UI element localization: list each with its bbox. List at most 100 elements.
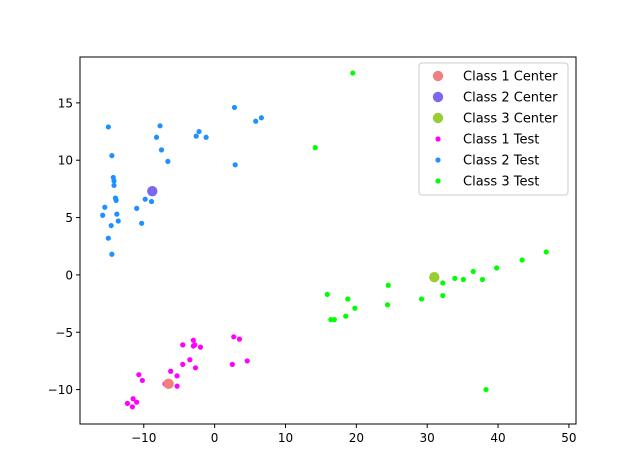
class-2-test-point-27 <box>258 115 264 121</box>
class-1-test-point-3 <box>192 342 198 348</box>
legend-label: Class 1 Test <box>463 133 539 148</box>
class-1-test-point-21 <box>229 361 235 367</box>
class-3-test-point-16 <box>352 305 358 311</box>
x-tick-label: 30 <box>420 431 435 445</box>
centers-layer <box>147 185 440 390</box>
legend-marker <box>435 136 441 142</box>
class-3-test-point-5 <box>470 268 476 275</box>
class-1-test-point-16 <box>129 404 136 410</box>
class-2-test-point-21 <box>165 158 171 164</box>
class-3-test-point-0 <box>350 70 356 76</box>
class-2-test-point-28 <box>232 162 238 168</box>
class-1-test-point-4 <box>180 342 186 348</box>
class-1-center-point <box>163 378 174 390</box>
legend-label: Class 3 Center <box>463 112 558 127</box>
class-3-center-point <box>429 272 440 283</box>
x-tick-label: 0 <box>211 431 219 445</box>
legend-label: Class 2 Center <box>463 91 558 106</box>
class-2-test-point-4 <box>111 182 117 189</box>
x-tick-label: 10 <box>278 431 293 445</box>
plot-frame <box>79 56 577 425</box>
points-layer <box>100 70 549 410</box>
class-2-test-point-16 <box>148 198 155 205</box>
legend-box <box>418 62 569 196</box>
class-2-test-point-26 <box>253 118 259 124</box>
class-1-test-point-14 <box>130 396 136 402</box>
legend-marker <box>432 91 444 103</box>
class-2-test-point-13 <box>109 251 115 257</box>
class-3-test-point-17 <box>343 313 349 319</box>
class-2-test-point-11 <box>108 222 114 229</box>
class-1-test-point-18 <box>231 334 237 340</box>
class-2-test-point-20 <box>158 147 165 153</box>
class-3-test-point-15 <box>384 302 391 308</box>
class-3-test-point-1 <box>312 145 318 151</box>
class-2-test-point-10 <box>115 218 121 224</box>
class-1-test-point-19 <box>236 336 243 342</box>
class-1-test-point-13 <box>139 377 145 384</box>
legend: Class 1 Center Class 2 Center Class 3 Cent… <box>418 62 569 196</box>
class-1-test-point-0 <box>190 337 196 343</box>
class-2-center-point <box>147 185 158 197</box>
class-2-test-point-14 <box>134 205 140 211</box>
class-2-test-point-24 <box>203 134 209 140</box>
x-axis-ticks: −10 0 10 20 30 40 50 <box>131 424 577 445</box>
class-1-test-point-12 <box>136 372 142 378</box>
y-tick-label: 5 <box>65 211 73 225</box>
legend-item: Class 2 Test <box>435 154 539 169</box>
x-tick-label: 20 <box>349 431 364 445</box>
class-1-test-point-7 <box>180 361 186 367</box>
class-2-test-point-0 <box>105 124 111 130</box>
class-2-test-point-12 <box>105 235 111 241</box>
class-2-test-point-15 <box>142 196 148 202</box>
class-3-test-point-7 <box>460 276 466 283</box>
class-3-test-point-11 <box>324 291 330 298</box>
class-2-test-point-22 <box>196 128 202 135</box>
class-1-test-point-9 <box>174 373 180 379</box>
y-tick-label: −5 <box>55 326 73 340</box>
class-2-test-point-23 <box>193 133 199 139</box>
legend-item: Class 3 Test <box>435 175 539 190</box>
class-2-test-point-18 <box>157 123 163 129</box>
class-3-test-point-19 <box>328 317 334 323</box>
class-2-test-point-1 <box>109 153 115 159</box>
class-2-test-point-8 <box>100 212 106 218</box>
legend-label: Class 1 Center <box>463 70 558 85</box>
legend-item: Class 1 Test <box>435 133 539 148</box>
legend-marker <box>435 178 441 184</box>
class-2-test-point-25 <box>231 104 238 111</box>
class-3-test-point-4 <box>494 265 500 271</box>
legend-label: Class 2 Test <box>463 154 539 169</box>
y-tick-label: 15 <box>58 96 73 110</box>
class-1-test-point-5 <box>187 357 193 363</box>
y-tick-label: 10 <box>58 154 73 168</box>
x-tick-label: 40 <box>490 431 505 445</box>
class-1-test-point-15 <box>124 400 131 406</box>
class-3-test-point-6 <box>452 275 458 281</box>
class-3-test-point-10 <box>385 282 391 288</box>
legend-item: Class 3 Center <box>432 112 558 127</box>
class-3-test-point-8 <box>479 276 486 283</box>
class-1-test-point-8 <box>168 368 174 374</box>
y-axis-ticks: −10 −5 0 5 10 15 <box>48 96 80 397</box>
legend-item: Class 1 Center <box>432 70 558 85</box>
class-3-test-point-12 <box>345 296 351 302</box>
class-3-test-point-13 <box>418 296 425 302</box>
class-2-test-point-7 <box>102 204 108 210</box>
class-3-test-point-3 <box>519 257 525 263</box>
y-tick-label: 0 <box>65 268 73 282</box>
class-1-test-point-10 <box>174 383 180 389</box>
y-tick-label: −10 <box>48 383 73 397</box>
x-tick-label: −10 <box>131 431 156 445</box>
class-1-test-point-17 <box>134 399 140 405</box>
class-2-test-point-19 <box>153 134 160 140</box>
legend-marker <box>435 157 441 163</box>
class-1-test-point-20 <box>244 358 250 364</box>
legend-item: Class 2 Center <box>432 91 558 106</box>
class-2-test-point-3 <box>111 178 117 184</box>
x-tick-label: 50 <box>561 431 576 445</box>
class-3-test-point-20 <box>483 386 489 393</box>
legend-marker <box>432 70 444 82</box>
legend-label: Class 3 Test <box>463 175 539 190</box>
